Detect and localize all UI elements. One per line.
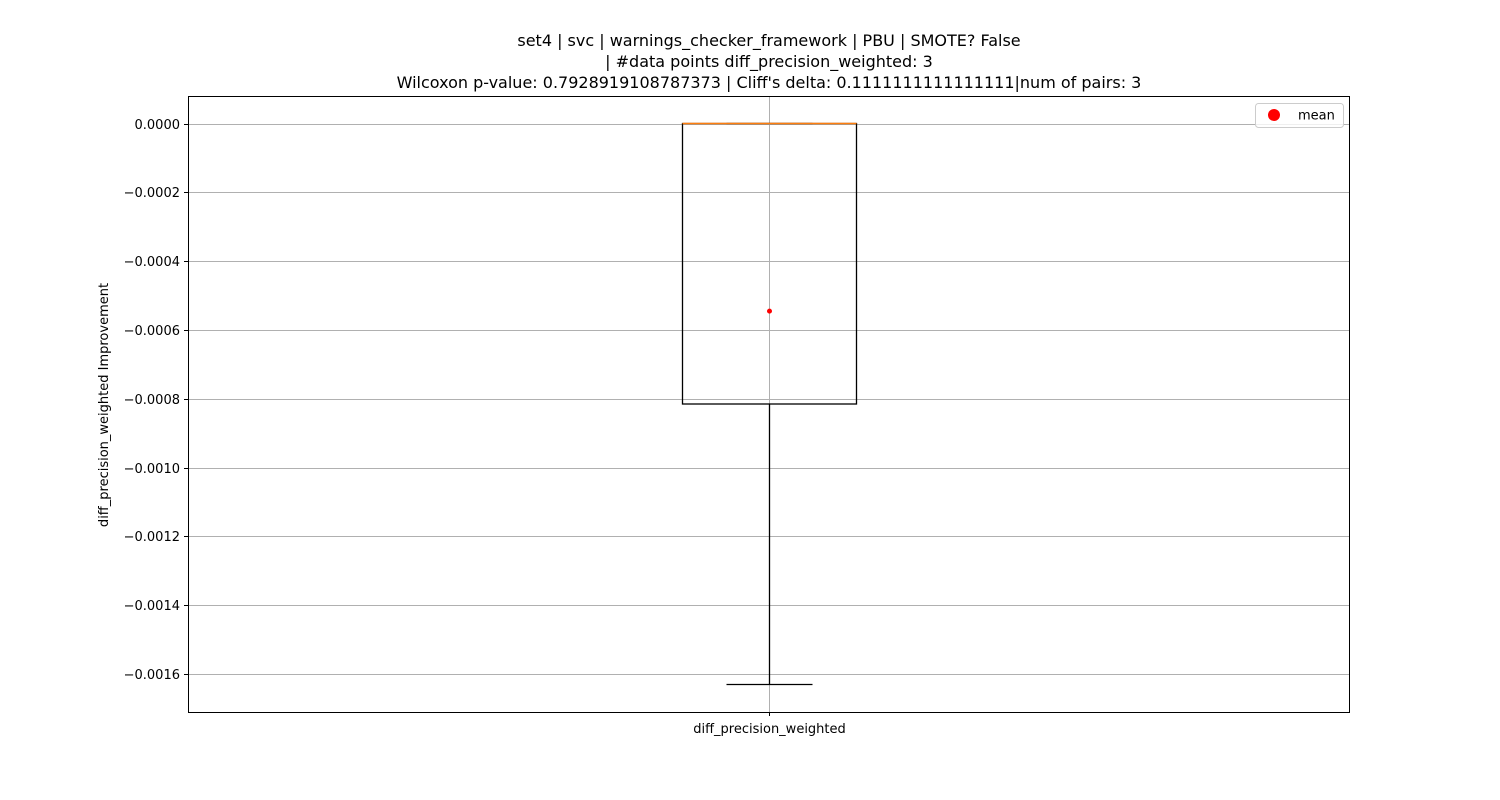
box-group — [681, 122, 858, 686]
y-axis-label: diff_precision_weighted Improvement — [97, 283, 112, 527]
x-axis-ticks: diff_precision_weighted — [693, 712, 846, 737]
chart-title-line-2: | #data points diff_precision_weighted: … — [605, 52, 933, 72]
y-tick-label: −0.0006 — [124, 324, 180, 339]
y-tick-label: −0.0016 — [124, 668, 180, 683]
y-tick-label: −0.0008 — [124, 393, 180, 408]
legend-box — [1255, 103, 1344, 128]
x-tick-label: diff_precision_weighted — [693, 722, 846, 737]
chart-title: set4 | svc | warnings_checker_framework … — [397, 31, 1142, 92]
y-tick-label: −0.0004 — [124, 255, 180, 270]
chart-title-line-1: set4 | svc | warnings_checker_framework … — [517, 31, 1020, 51]
legend-label: mean — [1298, 109, 1335, 124]
legend: mean — [1255, 103, 1344, 128]
y-tick-label: −0.0014 — [124, 599, 180, 614]
legend-mean-marker — [1268, 109, 1280, 121]
y-tick-label: 0.0000 — [135, 118, 181, 133]
y-tick-label: −0.0002 — [124, 186, 180, 201]
chart-title-line-3: Wilcoxon p-value: 0.7928919108787373 | C… — [397, 73, 1142, 92]
y-axis-ticks: 0.0000 −0.0002 −0.0004 −0.0006 −0.0008 −0.001… — [124, 118, 188, 683]
mean-marker — [767, 308, 772, 314]
y-tick-label: −0.0012 — [124, 530, 180, 545]
y-tick-label: −0.0010 — [124, 462, 180, 477]
